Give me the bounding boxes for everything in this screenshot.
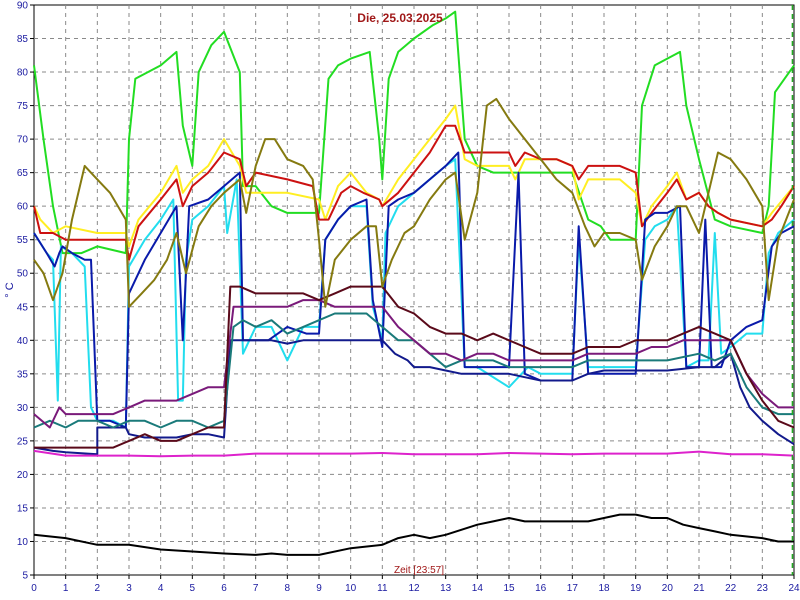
- x-tick-label: 16: [535, 583, 547, 594]
- x-tick-label: 10: [345, 583, 357, 594]
- series-line-9: [34, 285, 795, 449]
- x-tick-label: 20: [662, 583, 674, 594]
- y-tick-label: 45: [17, 302, 29, 313]
- x-tick-label: 2: [95, 583, 101, 594]
- series-line-1: [33, 10, 795, 255]
- y-tick-label: 15: [17, 503, 29, 514]
- series-line-12: [33, 513, 794, 556]
- y-tick-label: 90: [17, 1, 29, 12]
- x-tick-label: 17: [567, 583, 579, 594]
- x-tick-label: 4: [158, 583, 164, 594]
- y-tick-label: 40: [17, 336, 29, 347]
- y-tick-label: 30: [17, 403, 29, 414]
- series-line-3: [33, 124, 795, 261]
- x-tick-label: 7: [253, 583, 259, 594]
- series-line-6: [33, 339, 795, 456]
- x-axis-label: Zeit [23:57]: [394, 565, 444, 576]
- y-tick-label: 10: [17, 537, 29, 548]
- x-tick-label: 21: [693, 583, 705, 594]
- y-tick-label: 75: [17, 101, 29, 112]
- x-tick-label: 9: [316, 583, 322, 594]
- y-tick-label: 5: [22, 571, 28, 582]
- x-tick-label: 12: [408, 583, 420, 594]
- series-line-10: [33, 97, 795, 308]
- y-tick-label: 35: [17, 369, 29, 380]
- y-tick-label: 85: [17, 34, 29, 45]
- x-tick-label: 11: [377, 583, 388, 594]
- y-tick-label: 20: [17, 470, 29, 481]
- series-line-8: [33, 299, 794, 429]
- x-tick-label: 19: [630, 583, 642, 594]
- series-line-11: [33, 449, 795, 458]
- y-tick-label: 70: [17, 135, 29, 146]
- x-axis-ticks: 0 1 2 3 4 5 6 7 8 9 10 11 12 13 14 15 16 17 18 19 20 21 22 23 24: [31, 575, 800, 594]
- x-tick-label: 23: [757, 583, 769, 594]
- chart-title: Die, 25.03.2025: [357, 11, 443, 25]
- x-tick-label: 5: [190, 583, 196, 594]
- x-tick-label: 15: [503, 583, 515, 594]
- y-tick-label: 55: [17, 235, 29, 246]
- grid: [34, 5, 794, 575]
- y-axis-ticks: 5 10 15 20 25 30 35 40 45 50 55 60 65 70 75 80 85 90: [17, 1, 34, 582]
- x-tick-label: 13: [440, 583, 452, 594]
- x-tick-label: 0: [31, 583, 37, 594]
- y-tick-label: 60: [17, 202, 29, 213]
- series-group: [33, 10, 795, 556]
- x-tick-label: 8: [285, 583, 291, 594]
- x-tick-label: 1: [63, 583, 69, 594]
- y-tick-label: 80: [17, 68, 29, 79]
- x-tick-label: 14: [472, 583, 484, 594]
- plot-background: [33, 4, 795, 576]
- y-tick-label: 65: [17, 168, 29, 179]
- x-tick-label: 22: [725, 583, 737, 594]
- series-line-2: [33, 104, 795, 248]
- x-tick-label: 18: [598, 583, 610, 594]
- y-tick-label: 50: [17, 269, 29, 280]
- series-line-7: [33, 312, 794, 429]
- y-axis-label: ° C: [4, 282, 16, 297]
- series-line-5: [33, 151, 795, 429]
- x-tick-label: 24: [788, 583, 800, 594]
- y-tick-label: 25: [17, 436, 29, 447]
- x-tick-label: 3: [126, 583, 132, 594]
- x-tick-label: 6: [221, 583, 227, 594]
